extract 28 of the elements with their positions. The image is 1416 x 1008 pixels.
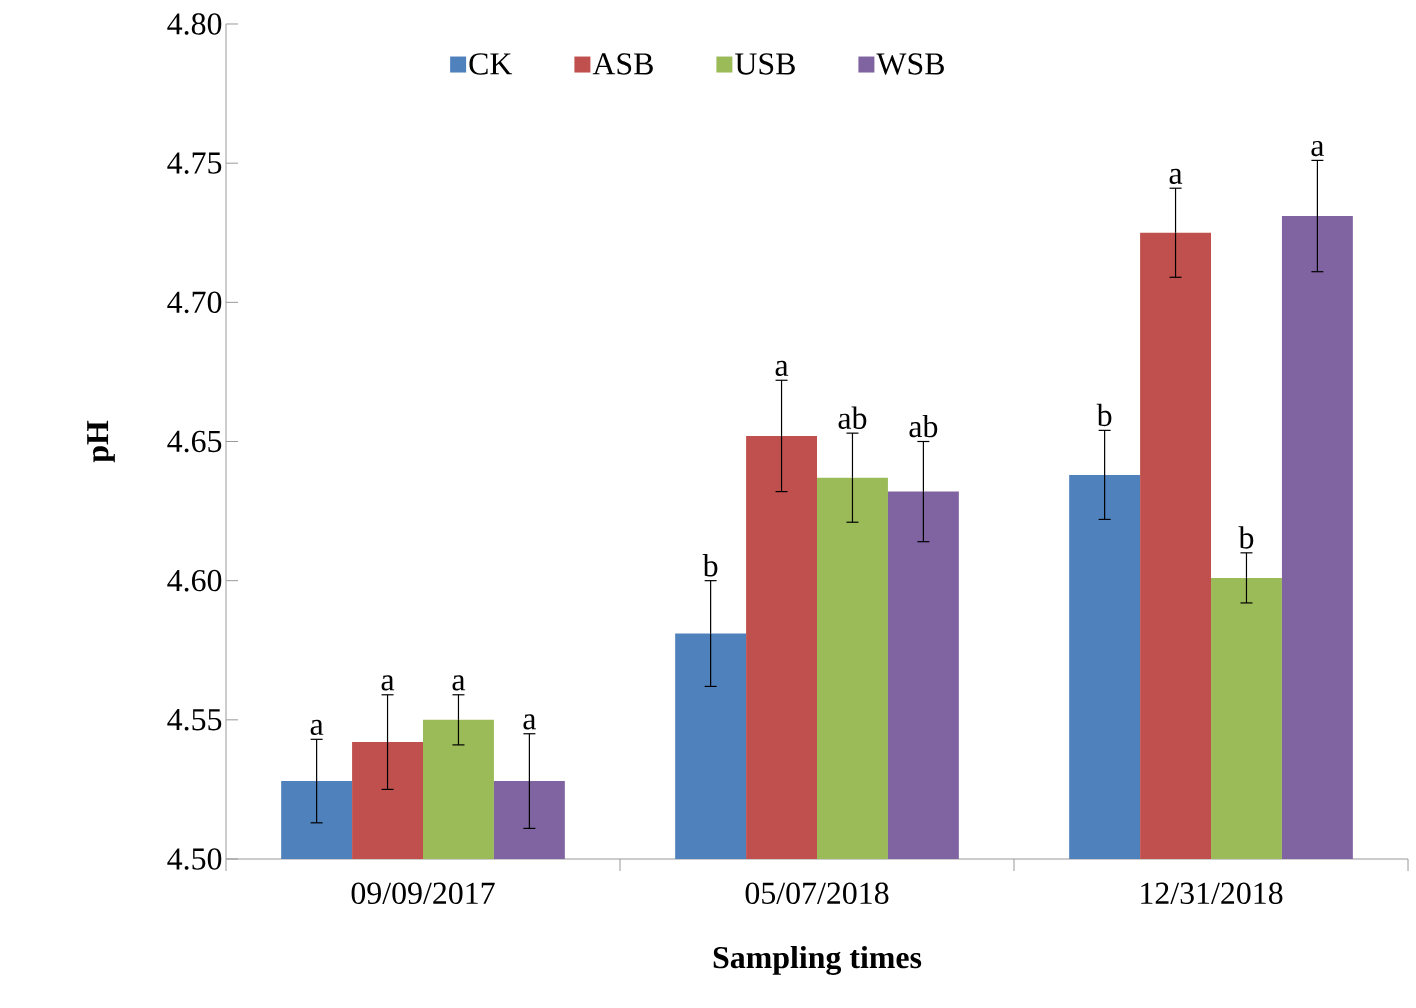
data-label: a — [523, 714, 537, 730]
x-tick-label: 12/31/2018 — [1141, 882, 1283, 905]
x-axis-title: Sampling times — [713, 945, 922, 976]
data-label: a — [775, 360, 789, 377]
y-axis-title: pH — [87, 420, 115, 463]
y-tick-label: 4.65 — [167, 430, 222, 453]
x-tick-label: 09/09/2017 — [351, 882, 495, 905]
data-label: a — [1311, 140, 1325, 157]
data-label: b — [1096, 403, 1112, 427]
data-label: a — [1169, 168, 1183, 185]
y-tick-label: 4.60 — [167, 569, 222, 592]
y-tick-label: 4.55 — [167, 709, 222, 731]
data-label: ab — [909, 414, 938, 438]
data-label: b — [1238, 526, 1254, 549]
data-label: a — [310, 719, 324, 736]
data-label: b — [702, 554, 718, 577]
legend-label: CK — [469, 53, 513, 75]
x-tick-label: 05/07/2018 — [745, 882, 889, 905]
data-label: a — [452, 675, 466, 691]
legend-label: ASB — [592, 53, 653, 75]
legend-label: USB — [735, 53, 795, 75]
y-tick-label: 4.50 — [167, 848, 222, 870]
y-tick-label: 4.80 — [167, 13, 222, 35]
data-label: ab — [838, 406, 867, 429]
legend-label: WSB — [876, 53, 944, 75]
y-tick-label: 4.70 — [167, 291, 222, 314]
y-tick-label: 4.75 — [167, 152, 222, 174]
data-label: a — [381, 675, 395, 691]
